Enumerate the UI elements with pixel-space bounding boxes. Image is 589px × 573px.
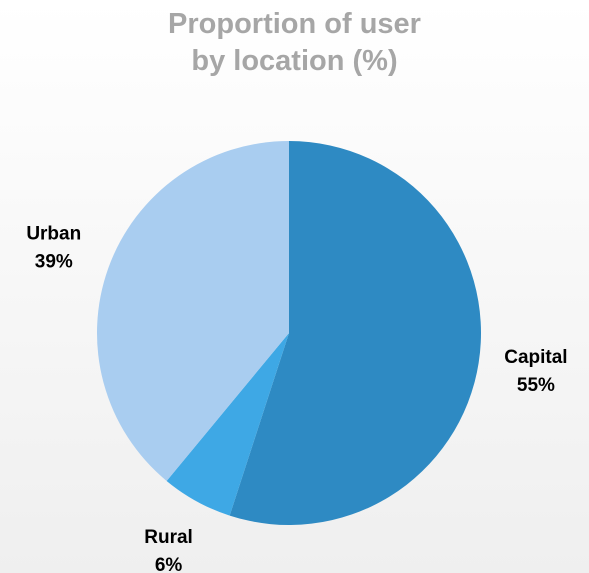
chart-title: Proportion of user by location (%) bbox=[168, 8, 421, 77]
data-label-value: 6% bbox=[155, 555, 183, 573]
pie-slice bbox=[229, 141, 482, 525]
pie-slice bbox=[97, 141, 289, 481]
data-label-name: Capital bbox=[504, 347, 567, 368]
pie-slice bbox=[166, 333, 289, 516]
data-label-value: 39% bbox=[35, 251, 73, 272]
data-label-value: 55% bbox=[517, 375, 555, 396]
data-label-name: Rural bbox=[144, 527, 193, 548]
data-label-name: Urban bbox=[26, 223, 81, 244]
